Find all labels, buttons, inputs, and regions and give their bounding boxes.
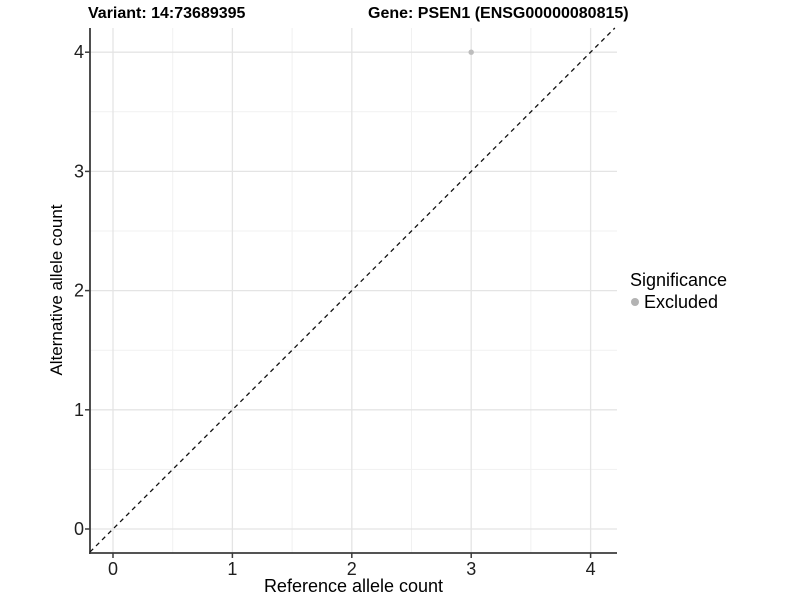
x-tick-label-4: 4 <box>586 559 596 579</box>
plot-title-gene: Gene: PSEN1 (ENSG00000080815) <box>368 5 629 22</box>
x-axis-title: Reference allele count <box>263 576 444 596</box>
x-tick-label-3: 3 <box>466 559 476 579</box>
x-tick-label-2: 2 <box>347 559 357 579</box>
y-tick-label-3: 3 <box>74 161 84 181</box>
y-tick-label-0: 0 <box>74 519 84 539</box>
legend: Significance Excluded <box>628 270 728 312</box>
legend-title: Significance <box>630 270 728 290</box>
legend-entry-excluded: Excluded <box>628 293 727 311</box>
y-tick-label-4: 4 <box>74 42 84 62</box>
data-point-excluded <box>468 49 474 55</box>
y-tick-label-1: 1 <box>74 400 84 420</box>
y-axis-title: Alternative allele count <box>47 204 66 376</box>
x-tick-label-0: 0 <box>108 559 118 579</box>
legend-entry-label: Excluded <box>644 292 719 312</box>
y-tick-label-2: 2 <box>74 281 84 301</box>
x-tick-label-1: 1 <box>227 559 237 579</box>
plot-title-variant: Variant: 14:73689395 <box>88 5 246 22</box>
legend-point-icon <box>631 298 639 306</box>
